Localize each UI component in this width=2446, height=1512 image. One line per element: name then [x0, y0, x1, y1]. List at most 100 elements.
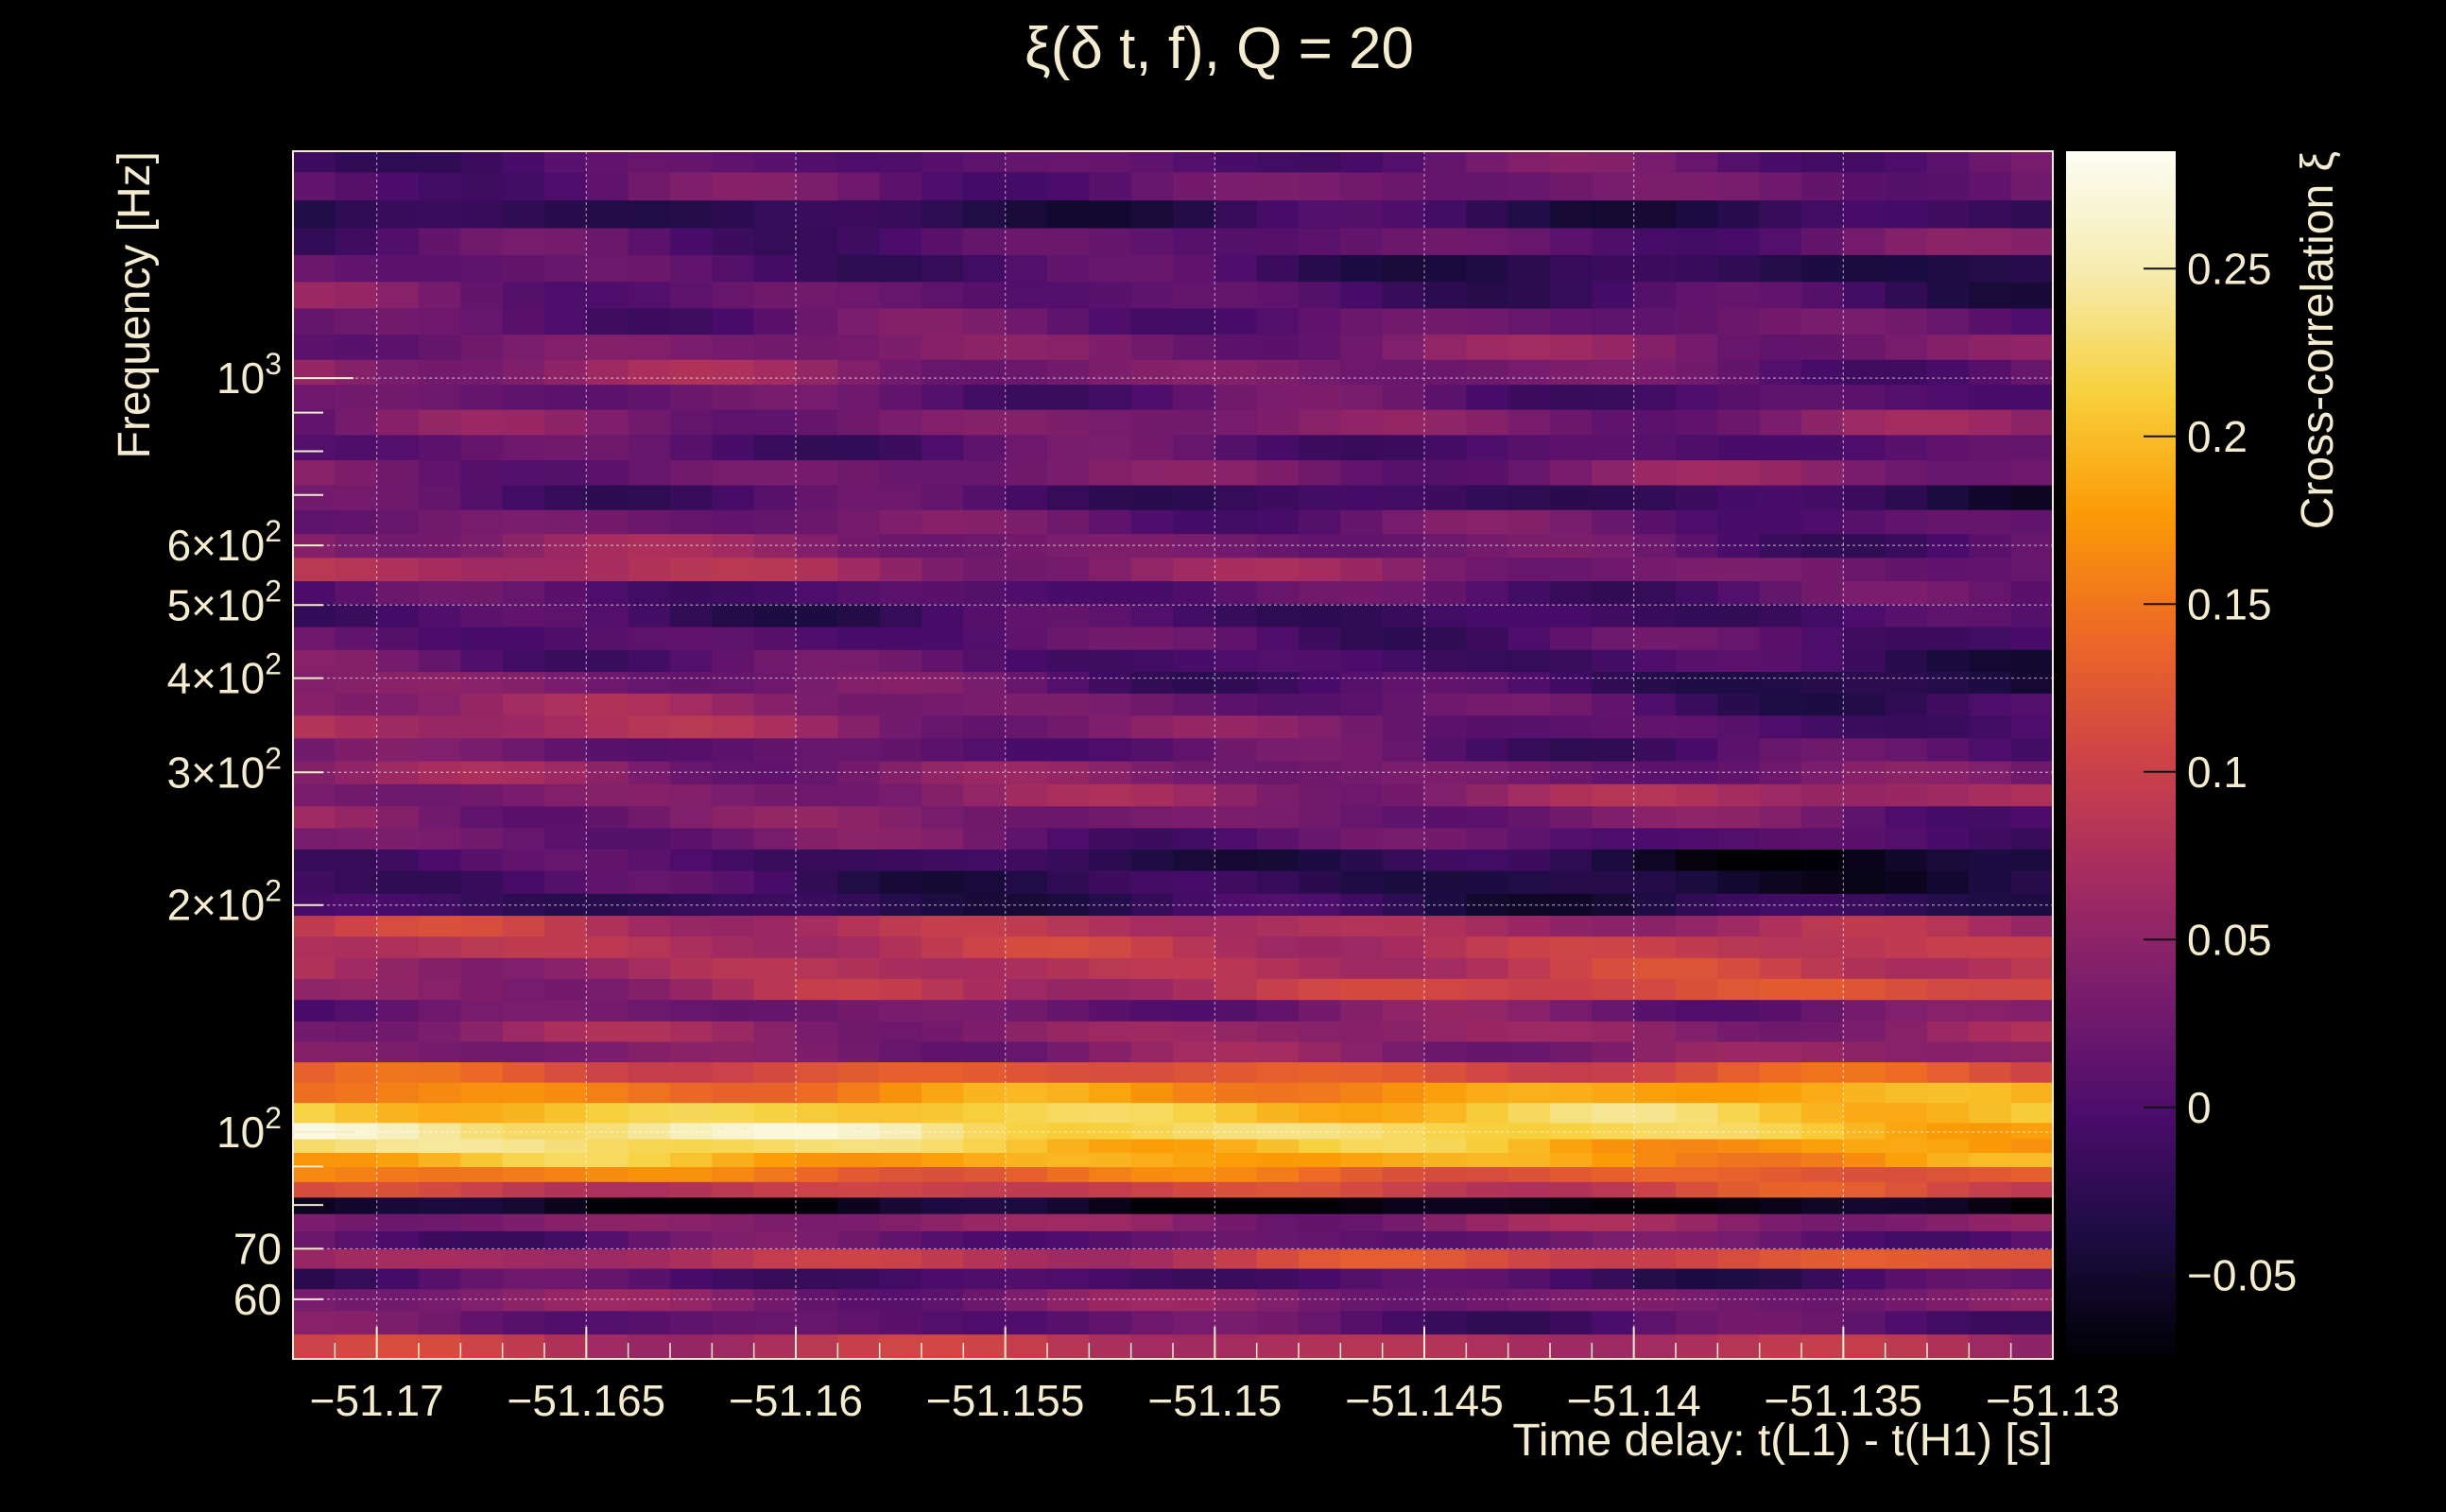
- heatmap-cell: [2010, 254, 2054, 283]
- heatmap-cell: [1633, 1196, 1677, 1214]
- heatmap-cell: [1173, 227, 1215, 255]
- heatmap-cell: [1507, 1310, 1551, 1335]
- heatmap-cell: [1676, 557, 1718, 582]
- heatmap-cell: [1633, 557, 1677, 582]
- heatmap-cell: [1507, 409, 1551, 436]
- heatmap-cell: [419, 915, 461, 937]
- heatmap-cell: [2010, 1138, 2054, 1153]
- heatmap-cell: [1676, 485, 1718, 510]
- heatmap-cell: [419, 805, 461, 829]
- heatmap-cell: [1130, 334, 1174, 360]
- heatmap-cell: [293, 1102, 336, 1124]
- heatmap-cell: [1592, 1213, 1635, 1231]
- heatmap-cell: [712, 827, 755, 850]
- heatmap-cell: [1424, 957, 1467, 979]
- heatmap-cell: [837, 714, 881, 739]
- heatmap-cell: [753, 485, 797, 510]
- heatmap-cell: [1927, 1166, 1970, 1182]
- heatmap-cell: [837, 434, 881, 461]
- heatmap-cell: [628, 649, 671, 673]
- heatmap-cell: [335, 827, 378, 850]
- heatmap-cell: [1424, 1138, 1467, 1153]
- heatmap-cell: [963, 485, 1007, 510]
- heatmap-cell: [1340, 714, 1384, 739]
- heatmap-cell: [1340, 936, 1384, 958]
- heatmap-cell: [1089, 1102, 1132, 1124]
- heatmap-cell: [2010, 171, 2054, 201]
- heatmap-cell: [1466, 485, 1509, 510]
- heatmap-cell: [502, 1040, 545, 1063]
- heatmap-cell: [837, 199, 881, 229]
- colorbar-tick-label: 0: [2187, 1083, 2212, 1132]
- heatmap-cell: [502, 509, 545, 535]
- heatmap-cell: [1089, 603, 1132, 627]
- heatmap-cell: [922, 1102, 964, 1124]
- heatmap-cell: [1005, 1021, 1048, 1042]
- heatmap-cell: [1717, 1181, 1761, 1198]
- heatmap-cell: [1256, 1152, 1300, 1168]
- heatmap-cell: [963, 737, 1007, 762]
- heatmap-cell: [1256, 307, 1300, 335]
- heatmap-cell: [712, 649, 755, 673]
- heatmap-cell: [1340, 1196, 1384, 1214]
- heatmap-cell: [1969, 737, 2012, 762]
- heatmap-cell: [879, 915, 922, 937]
- heatmap-cell: [1299, 1196, 1341, 1214]
- heatmap-cell: [1801, 805, 1844, 829]
- heatmap-cell: [963, 459, 1007, 486]
- heatmap-cell: [796, 151, 838, 173]
- heatmap-cell: [922, 409, 964, 436]
- heatmap-cell: [1005, 1122, 1048, 1140]
- heatmap-cell: [712, 1196, 755, 1214]
- heatmap-cell: [1676, 359, 1718, 386]
- heatmap-cell: [712, 603, 755, 627]
- heatmap-cell: [1676, 1248, 1718, 1269]
- heatmap-cell: [1550, 1230, 1593, 1250]
- heatmap-cell: [879, 1166, 922, 1182]
- heatmap-cell: [2010, 1196, 2054, 1214]
- heatmap-cell: [419, 693, 461, 716]
- heatmap-cell: [1885, 254, 1928, 283]
- heatmap-cell: [670, 1138, 713, 1153]
- heatmap-cell: [1047, 509, 1090, 535]
- heatmap-cell: [837, 783, 881, 807]
- heatmap-cell: [1466, 957, 1509, 979]
- heatmap-cell: [1256, 978, 1300, 1001]
- heatmap-cell: [502, 1213, 545, 1231]
- heatmap-cell: [1340, 649, 1384, 673]
- heatmap-cell: [1089, 151, 1132, 173]
- heatmap-cell: [628, 509, 671, 535]
- heatmap-cell: [419, 434, 461, 461]
- heatmap-cell: [1969, 1310, 2012, 1335]
- heatmap-cell: [1047, 603, 1090, 627]
- heatmap-cell: [502, 737, 545, 762]
- heatmap-cell: [586, 1061, 629, 1083]
- heatmap-cell: [1256, 1021, 1300, 1042]
- heatmap-cell: [922, 1288, 964, 1312]
- heatmap-cell: [1592, 1166, 1635, 1182]
- heatmap-cell: [796, 307, 838, 335]
- heatmap-cell: [1299, 737, 1341, 762]
- heatmap-cell: [837, 485, 881, 510]
- heatmap-cell: [670, 580, 713, 605]
- heatmap-cell: [1005, 737, 1048, 762]
- heatmap-cell: [1759, 509, 1802, 535]
- heatmap-cell: [1801, 627, 1844, 650]
- heatmap-cell: [1676, 409, 1718, 436]
- heatmap-cell: [1676, 714, 1718, 739]
- heatmap-cell: [1466, 281, 1509, 309]
- heatmap-cell: [1466, 171, 1509, 201]
- heatmap-cell: [753, 1082, 797, 1104]
- heatmap-cell: [1592, 627, 1635, 650]
- heatmap-cell: [502, 936, 545, 958]
- heatmap-cell: [1214, 509, 1258, 535]
- heatmap-cell: [1424, 603, 1467, 627]
- heatmap-cell: [670, 359, 713, 386]
- heatmap-cell: [1340, 1230, 1384, 1250]
- heatmap-cell: [1507, 915, 1551, 937]
- heatmap-cell: [1466, 199, 1509, 229]
- heatmap-cell: [1759, 978, 1802, 1001]
- heatmap-cell: [1801, 485, 1844, 510]
- heatmap-cell: [1047, 1152, 1090, 1168]
- heatmap-cell: [419, 1310, 461, 1335]
